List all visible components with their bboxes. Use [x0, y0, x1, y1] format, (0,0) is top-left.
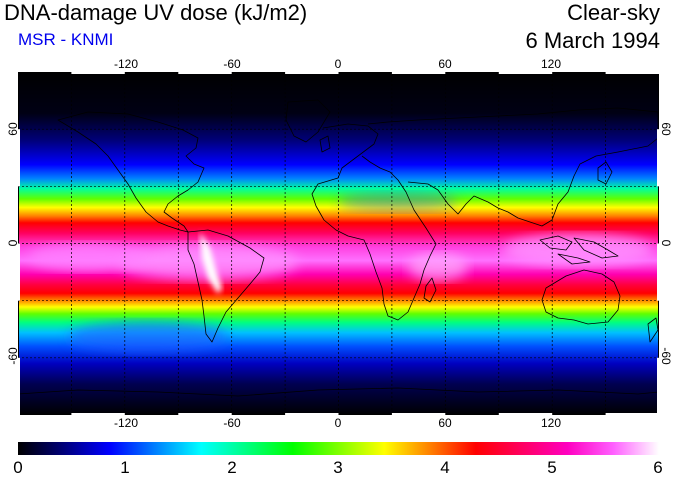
lat-tick-right: 60: [659, 122, 673, 136]
lon-tick-top: 0: [334, 57, 342, 71]
date-label: 6 March 1994: [525, 28, 660, 53]
lon-tick-bottom: 60: [438, 416, 452, 430]
lat-tick-right: 0: [659, 239, 673, 247]
colorbar-label: 0: [13, 458, 23, 477]
sky-condition-label: Clear-sky: [567, 0, 660, 25]
lon-tick-bottom: 120: [540, 416, 562, 430]
lon-tick-bottom: 0: [334, 416, 342, 430]
colorbar-label: 1: [120, 458, 130, 477]
lon-tick-top: -60: [223, 57, 241, 71]
lon-tick-top: 120: [540, 57, 562, 71]
lat-tick-right: -60: [659, 347, 673, 365]
uv-dose-colorbar: [18, 442, 659, 455]
colorbar-label: 5: [547, 458, 557, 477]
lon-tick-top: 60: [438, 57, 452, 71]
lon-tick-bottom: -60: [223, 416, 241, 430]
colorbar-label: 2: [227, 458, 237, 477]
colorbar-label: 3: [333, 458, 343, 477]
colorbar-label: 6: [653, 458, 663, 477]
uv-dose-world-map: [18, 72, 659, 415]
map-title: DNA-damage UV dose (kJ/m2): [4, 0, 308, 25]
lon-tick-top: -120: [113, 57, 139, 71]
colorbar-label: 4: [440, 458, 450, 477]
lon-tick-bottom: -120: [113, 416, 139, 430]
source-label: MSR - KNMI: [18, 30, 114, 49]
